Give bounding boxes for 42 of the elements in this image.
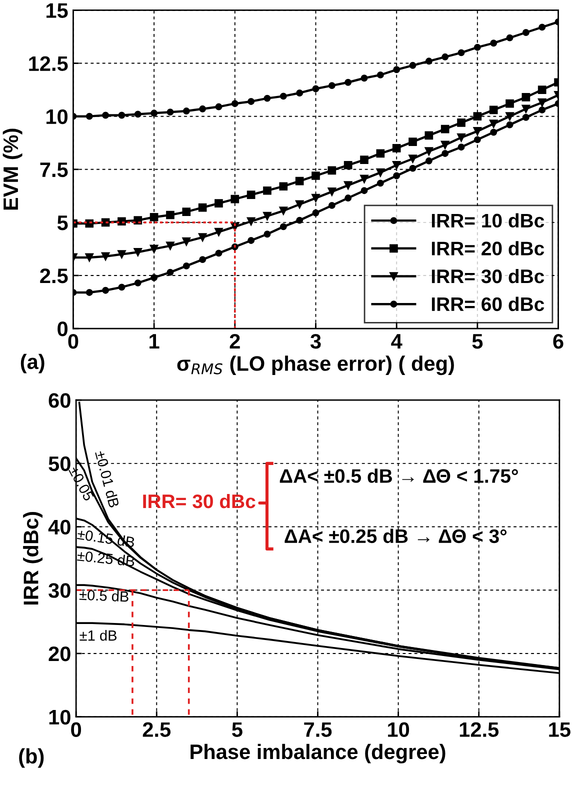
annotation: ΔA< ±0.25 dB → ΔΘ < 3° bbox=[284, 528, 507, 544]
annotation: ΔA< ±0.5 dB → ΔΘ < 1.75° bbox=[280, 468, 518, 483]
legend-label: IRR= 30 dBc bbox=[432, 268, 544, 284]
legend-label: ±0.5 dB bbox=[79, 589, 129, 602]
x-axis-title: σ$_{RMS}$ (LO phase error) ( deg) bbox=[177, 356, 454, 376]
x-tick-label: 10 bbox=[388, 722, 410, 737]
y-tick-label: 40 bbox=[48, 520, 70, 535]
y-tick-label: 0 bbox=[58, 322, 68, 336]
text: (a) bbox=[20, 354, 44, 374]
legend-label: IRR= 10 dBc bbox=[432, 213, 544, 228]
x-tick-label: 1 bbox=[150, 334, 160, 349]
series-label: ±1 dB bbox=[80, 630, 117, 641]
y-tick-label: 2.5 bbox=[40, 268, 68, 284]
legend-label: IRR= 60 dBc bbox=[432, 296, 544, 312]
x-tick-label: 5 bbox=[232, 722, 242, 737]
x-tick-label: 5 bbox=[472, 334, 483, 349]
y-tick-label: 30 bbox=[48, 583, 70, 598]
y-tick-label: 20 bbox=[48, 646, 70, 662]
y-tick-label: 10 bbox=[46, 109, 68, 124]
text: (b) bbox=[19, 748, 44, 768]
x-tick-label: 7.5 bbox=[304, 722, 332, 737]
y-axis-title: EVM (%) bbox=[2, 128, 22, 210]
y-tick-label: 5 bbox=[57, 216, 68, 230]
y-tick-label: 50 bbox=[48, 456, 70, 472]
x-tick-label: 3 bbox=[310, 334, 321, 349]
y-tick-label: 10 bbox=[49, 710, 70, 725]
text: ±0.01 dB bbox=[94, 450, 120, 508]
x-axis-title: Phase imbalance (degree) bbox=[190, 744, 446, 764]
y-axis-title: IRR (dBc) bbox=[23, 512, 42, 605]
x-tick-label: 0 bbox=[71, 722, 82, 737]
x-tick-label: 6 bbox=[553, 334, 564, 349]
x-tick-label: 2.5 bbox=[142, 722, 171, 737]
legend-label: IRR= 20 dBc bbox=[432, 241, 544, 256]
y-tick-label: 15 bbox=[46, 3, 68, 18]
y-tick-label: 60 bbox=[48, 393, 70, 408]
x-tick-label: 2 bbox=[230, 334, 240, 349]
annotation: IRR= 30 dBc bbox=[143, 494, 256, 508]
y-tick-label: 7.5 bbox=[40, 162, 68, 178]
y-tick-label: 12.5 bbox=[29, 56, 68, 72]
x-tick-label: 12.5 bbox=[460, 722, 499, 737]
x-tick-label: 4 bbox=[391, 334, 402, 349]
x-tick-label: 15 bbox=[549, 722, 570, 737]
